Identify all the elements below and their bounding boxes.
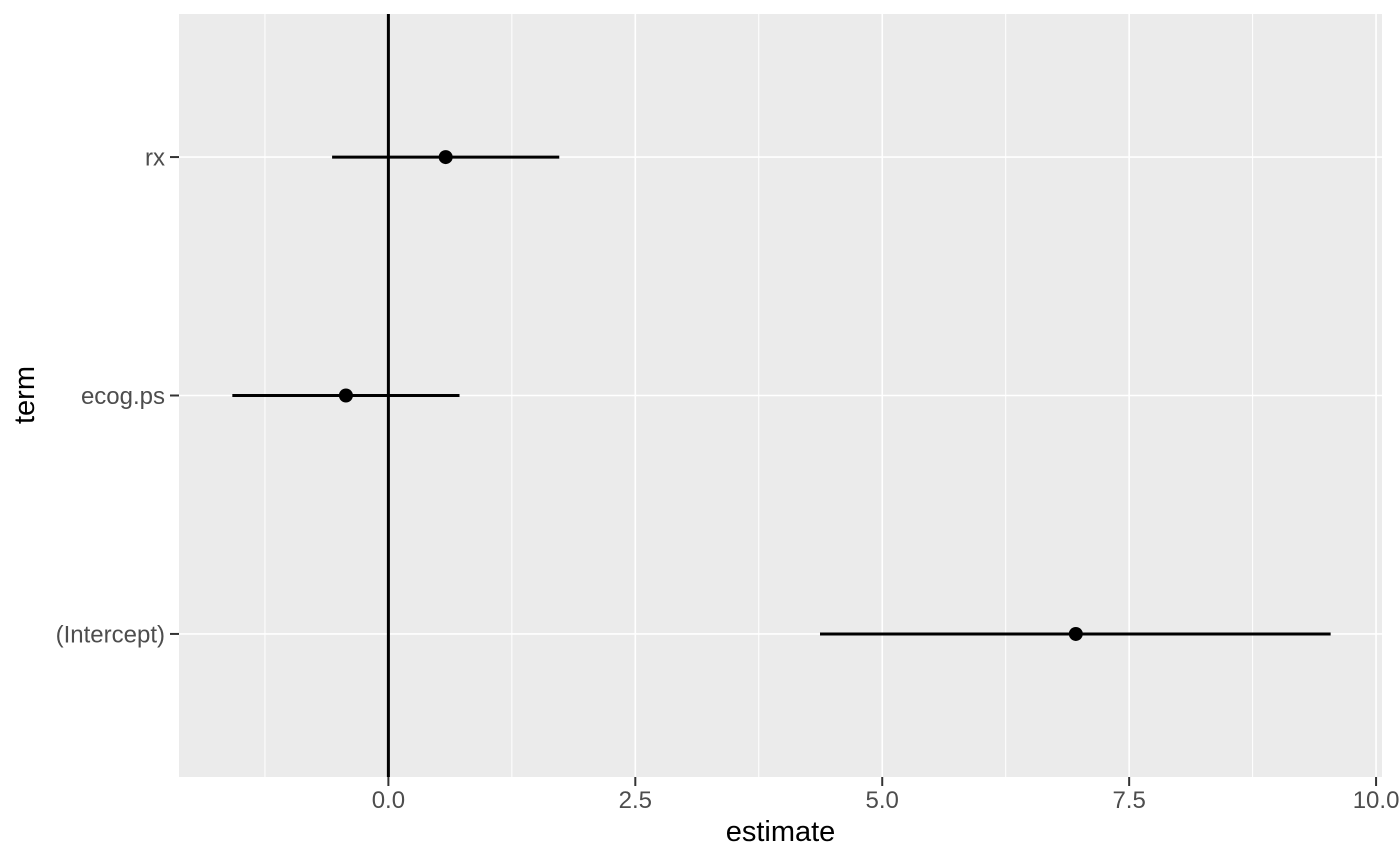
estimate-point-rx	[438, 150, 453, 165]
x-tick-label: 2.5	[619, 787, 652, 814]
x-tick-label: 7.5	[1112, 787, 1145, 814]
x-axis-title: estimate	[725, 816, 836, 848]
y-tick-label: (Intercept)	[56, 621, 165, 648]
x-tick-label: 0.0	[372, 787, 405, 814]
y-axis-title: term	[9, 366, 42, 424]
y-tick-label: ecog.ps	[81, 383, 165, 410]
estimate-point-intercept	[1068, 626, 1083, 641]
estimate-point-ecog.ps	[338, 388, 353, 403]
y-tick-label: rx	[145, 144, 165, 171]
x-tick-label: 10.0	[1353, 787, 1400, 814]
x-tick-label: 5.0	[866, 787, 899, 814]
